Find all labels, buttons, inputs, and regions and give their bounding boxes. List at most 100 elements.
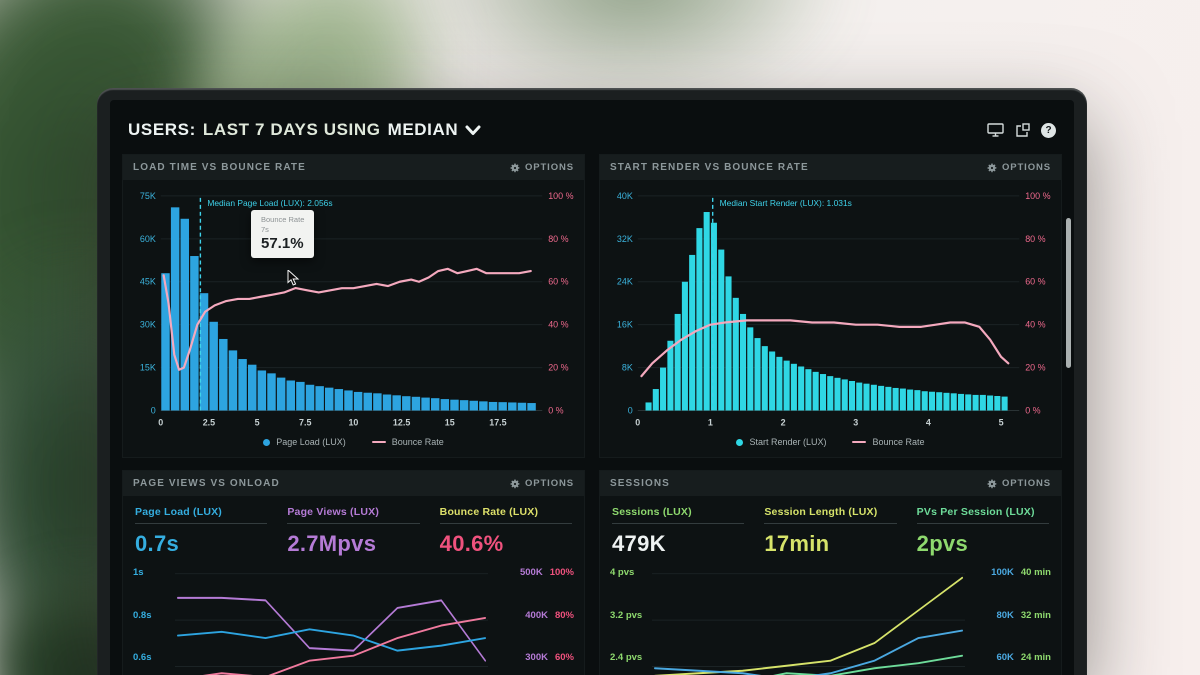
chart-legend: Page Load (LUX) Bounce Rate bbox=[123, 434, 584, 454]
metric-row: Sessions (LUX) 479K Session Length (LUX)… bbox=[600, 496, 1061, 561]
svg-text:10: 10 bbox=[348, 417, 358, 427]
laptop-screen: USERS: LAST 7 DAYS USING MEDIAN ? bbox=[97, 88, 1087, 675]
left-axis: 4 pvs 3.2 pvs 2.4 pvs bbox=[610, 567, 643, 663]
svg-text:100 %: 100 % bbox=[548, 191, 573, 201]
metric-sessions: Sessions (LUX) 479K bbox=[612, 506, 745, 557]
header-icons: ? bbox=[987, 122, 1056, 138]
series-dot-icon bbox=[736, 438, 744, 446]
tooltip-value: 57.1% bbox=[261, 235, 304, 252]
legend-item: Start Render (LUX) bbox=[736, 437, 826, 447]
svg-text:100 %: 100 % bbox=[1025, 191, 1050, 201]
legend-item: Page Load (LUX) bbox=[263, 437, 346, 447]
svg-text:20 %: 20 % bbox=[548, 363, 568, 373]
load-time-histogram: 75K 100 % 60K 80 % 45K 60 % 30K 40 % 15K 20 % 0 0 %… bbox=[140, 191, 574, 428]
svg-text:8K: 8K bbox=[622, 363, 633, 373]
panel-grid: LOAD TIME VS BOUNCE RATE OPTIONS 75K 100 … bbox=[122, 154, 1062, 675]
metric-bounce-rate: Bounce Rate (LUX) 40.6% bbox=[439, 506, 572, 557]
metric-row: Page Load (LUX) 0.7s Page Views (LUX) 2.… bbox=[123, 496, 584, 561]
chart-area: 75K 100 % 60K 80 % 45K 60 % 30K 40 % 15K 20 % 0 0 %… bbox=[123, 180, 584, 434]
svg-text:45K: 45K bbox=[140, 277, 156, 287]
gear-icon bbox=[987, 479, 997, 488]
panel-load-time: LOAD TIME VS BOUNCE RATE OPTIONS 75K 100 … bbox=[122, 154, 585, 458]
help-icon[interactable]: ? bbox=[1041, 122, 1056, 138]
svg-text:5: 5 bbox=[255, 417, 260, 427]
title-users: USERS: bbox=[128, 120, 196, 139]
svg-text:40K: 40K bbox=[617, 191, 633, 201]
legend-item: Bounce Rate bbox=[852, 437, 925, 447]
metric-page-load: Page Load (LUX) 0.7s bbox=[135, 506, 268, 557]
svg-text:4: 4 bbox=[926, 417, 931, 427]
right-axis: 100K 40 min 80K 32 min 60K 24 min bbox=[991, 567, 1051, 663]
chart-area: 40K 100 % 32K 80 % 24K 60 % 16K 40 % 8K 20 % 0 0 % 0… bbox=[600, 180, 1061, 434]
svg-text:0: 0 bbox=[158, 417, 163, 427]
title-metric: MEDIAN bbox=[387, 120, 459, 139]
start-render-histogram: 40K 100 % 32K 80 % 24K 60 % 16K 40 % 8K 20 % 0 0 % 0… bbox=[617, 191, 1051, 428]
svg-text:30K: 30K bbox=[140, 320, 156, 330]
gear-icon bbox=[987, 163, 997, 172]
display-icon[interactable] bbox=[987, 123, 1004, 137]
panel-title: SESSIONS bbox=[610, 478, 670, 489]
plant-leaf bbox=[420, 0, 850, 100]
svg-text:2.5: 2.5 bbox=[203, 417, 215, 427]
svg-text:40 %: 40 % bbox=[548, 320, 568, 330]
svg-text:0: 0 bbox=[635, 417, 640, 427]
svg-text:20 %: 20 % bbox=[1025, 363, 1045, 373]
series-line-icon bbox=[371, 441, 386, 444]
scrollbar[interactable] bbox=[1066, 218, 1071, 368]
svg-text:60K: 60K bbox=[140, 234, 156, 244]
sessions-lines bbox=[652, 573, 965, 675]
svg-text:0: 0 bbox=[151, 405, 156, 415]
svg-text:40 %: 40 % bbox=[1025, 320, 1045, 330]
chevron-down-icon[interactable] bbox=[465, 125, 481, 136]
svg-text:80 %: 80 % bbox=[548, 234, 568, 244]
sparkline-area: 4 pvs 3.2 pvs 2.4 pvs 100K 40 min 80K 32 m… bbox=[610, 565, 1051, 675]
panel-page-views: PAGE VIEWS VS ONLOAD OPTIONS Page Load (… bbox=[122, 470, 585, 675]
external-link-icon[interactable] bbox=[1015, 122, 1030, 138]
page-title[interactable]: USERS: LAST 7 DAYS USING MEDIAN bbox=[128, 120, 481, 140]
dashboard: USERS: LAST 7 DAYS USING MEDIAN ? bbox=[110, 100, 1074, 675]
svg-text:60 %: 60 % bbox=[548, 277, 568, 287]
options-button[interactable]: OPTIONS bbox=[987, 478, 1051, 489]
gear-icon bbox=[510, 163, 520, 172]
svg-text:0: 0 bbox=[628, 405, 633, 415]
page-views-lines bbox=[175, 573, 488, 675]
svg-text:24K: 24K bbox=[617, 277, 633, 287]
svg-text:Median Page Load (LUX): 2.056s: Median Page Load (LUX): 2.056s bbox=[207, 198, 332, 208]
options-button[interactable]: OPTIONS bbox=[510, 478, 574, 489]
chart-legend: Start Render (LUX) Bounce Rate bbox=[600, 434, 1061, 454]
svg-text:0 %: 0 % bbox=[548, 405, 563, 415]
svg-text:7.5: 7.5 bbox=[299, 417, 311, 427]
svg-text:32K: 32K bbox=[617, 234, 633, 244]
tooltip-title: Bounce Rate bbox=[261, 215, 305, 224]
svg-text:12.5: 12.5 bbox=[393, 417, 410, 427]
options-button[interactable]: OPTIONS bbox=[987, 162, 1051, 173]
panel-sessions: SESSIONS OPTIONS Sessions (LUX) 479K bbox=[599, 470, 1062, 675]
display: USERS: LAST 7 DAYS USING MEDIAN ? bbox=[110, 100, 1074, 675]
svg-text:5: 5 bbox=[999, 417, 1004, 427]
legend-item: Bounce Rate bbox=[371, 437, 444, 447]
tooltip-time: 7s bbox=[261, 225, 269, 234]
dashboard-header: USERS: LAST 7 DAYS USING MEDIAN ? bbox=[122, 116, 1062, 154]
title-range: LAST 7 DAYS USING bbox=[202, 120, 381, 139]
svg-text:2: 2 bbox=[781, 417, 786, 427]
chart-tooltip: Bounce Rate 7s 57.1% bbox=[251, 210, 315, 258]
panel-start-render: START RENDER VS BOUNCE RATE OPTIONS 40K 1… bbox=[599, 154, 1062, 458]
panel-title: PAGE VIEWS VS ONLOAD bbox=[133, 478, 280, 489]
svg-text:60 %: 60 % bbox=[1025, 277, 1045, 287]
panel-title: LOAD TIME VS BOUNCE RATE bbox=[133, 162, 306, 173]
options-button[interactable]: OPTIONS bbox=[510, 162, 574, 173]
svg-text:80 %: 80 % bbox=[1025, 234, 1045, 244]
metric-pvs-per-session: PVs Per Session (LUX) 2pvs bbox=[916, 506, 1049, 557]
right-axis: 500K 100% 400K 80% 300K 60% bbox=[519, 567, 574, 663]
svg-text:3: 3 bbox=[853, 417, 858, 427]
series-line-icon bbox=[852, 441, 867, 444]
svg-text:15K: 15K bbox=[140, 363, 156, 373]
metric-page-views: Page Views (LUX) 2.7Mpvs bbox=[287, 506, 420, 557]
svg-text:17.5: 17.5 bbox=[489, 417, 506, 427]
svg-text:Median Start Render (LUX): 1.0: Median Start Render (LUX): 1.031s bbox=[720, 198, 852, 208]
mouse-cursor bbox=[287, 270, 300, 286]
panel-header: SESSIONS OPTIONS bbox=[600, 471, 1061, 496]
sparkline-area: 1s 0.8s 0.6s 500K 100% 400K 80% 300K 60% bbox=[133, 565, 574, 675]
gear-icon bbox=[510, 479, 520, 488]
svg-text:16K: 16K bbox=[617, 320, 633, 330]
